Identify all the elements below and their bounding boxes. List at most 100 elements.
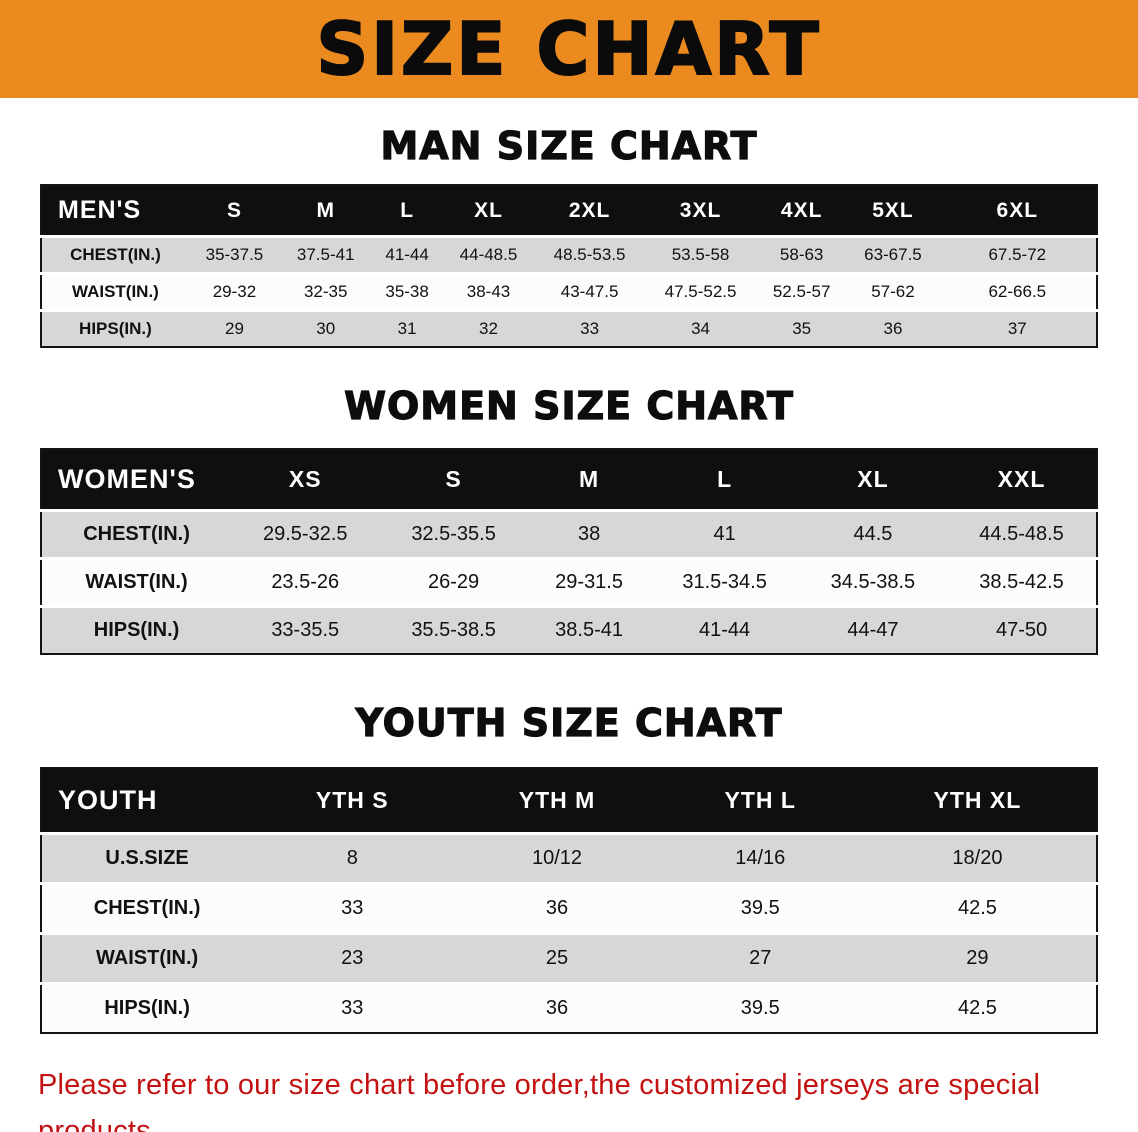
value-cell: 27 [661, 933, 859, 984]
size-column-header: 5XL [847, 185, 939, 237]
size-chart-content: MAN SIZE CHART MEN'S S M L XL 2XL 3XL 4XL 5XL 6XL… [0, 123, 1138, 1034]
row-label-cell: WAIST(IN.) [41, 558, 232, 607]
table-row: CHEST(IN.) 35-37.5 37.5-41 41-44 44-48.5 48.5… [41, 236, 1097, 274]
size-column-header: L [371, 185, 443, 237]
value-cell: 36 [847, 310, 939, 347]
table-row: WAIST(IN.) 23.5-26 26-29 29-31.5 31.5-34.5 34… [41, 558, 1097, 607]
size-column-header: 6XL [938, 185, 1097, 237]
value-cell: 37.5-41 [280, 236, 372, 274]
disclaimer: Please refer to our size chart before or… [0, 1062, 1138, 1132]
value-cell: 35.5-38.5 [379, 606, 528, 654]
value-cell: 41 [650, 510, 799, 559]
value-cell: 62-66.5 [938, 273, 1097, 311]
banner: SIZE CHART [0, 0, 1138, 98]
size-column-header: YTH XL [858, 768, 1097, 834]
size-column-header: YTH S [252, 768, 453, 834]
value-cell: 29.5-32.5 [231, 510, 380, 559]
men-section-title: MAN SIZE CHART [380, 123, 758, 168]
row-label-cell: CHEST(IN.) [41, 510, 232, 559]
value-cell: 52.5-57 [756, 273, 848, 311]
table-row: HIPS(IN.) 29 30 31 32 33 34 35 36 37 [41, 310, 1097, 347]
size-column-header: XL [442, 185, 535, 237]
table-row: CHEST(IN.) 29.5-32.5 32.5-35.5 38 41 44.5 44.5… [41, 510, 1097, 559]
value-cell: 31 [371, 310, 443, 347]
size-column-header: 2XL [534, 185, 646, 237]
value-cell: 33 [534, 310, 646, 347]
value-cell: 32.5-35.5 [379, 510, 528, 559]
size-column-header: L [650, 449, 799, 511]
section-youth: YOUTH SIZE CHART YOUTH YTH S YTH M YTH L YTH… [0, 700, 1138, 1034]
value-cell: 43-47.5 [534, 273, 646, 311]
value-cell: 33 [252, 883, 453, 934]
women-size-table: WOMEN'S XS S M L XL XXL CHEST(IN.) 29.5-32.5 32.5… [40, 448, 1098, 655]
value-cell: 44.5-48.5 [947, 510, 1097, 559]
row-label-cell: HIPS(IN.) [41, 310, 189, 347]
size-column-header: M [527, 449, 651, 511]
table-row: CHEST(IN.) 33 36 39.5 42.5 [41, 883, 1097, 934]
value-cell: 18/20 [858, 833, 1097, 884]
value-cell: 38.5-42.5 [947, 558, 1097, 607]
row-label-cell: WAIST(IN.) [41, 273, 189, 311]
size-column-header: 3XL [645, 185, 757, 237]
value-cell: 35 [756, 310, 848, 347]
value-cell: 58-63 [756, 236, 848, 274]
table-header-row: WOMEN'S XS S M L XL XXL [41, 449, 1097, 511]
value-cell: 57-62 [847, 273, 939, 311]
value-cell: 53.5-58 [645, 236, 757, 274]
row-label-cell: HIPS(IN.) [41, 606, 232, 654]
value-cell: 41-44 [371, 236, 443, 274]
value-cell: 10/12 [452, 833, 662, 884]
value-cell: 48.5-53.5 [534, 236, 646, 274]
value-cell: 67.5-72 [938, 236, 1097, 274]
value-cell: 32 [442, 310, 535, 347]
section-men: MAN SIZE CHART MEN'S S M L XL 2XL 3XL 4XL 5XL 6XL… [0, 123, 1138, 348]
value-cell: 8 [252, 833, 453, 884]
size-column-header: S [379, 449, 528, 511]
value-cell: 35-38 [371, 273, 443, 311]
table-title-cell: YOUTH [41, 768, 253, 834]
value-cell: 29 [858, 933, 1097, 984]
value-cell: 30 [280, 310, 372, 347]
value-cell: 26-29 [379, 558, 528, 607]
size-column-header: XXL [947, 449, 1097, 511]
row-label-cell: CHEST(IN.) [41, 236, 189, 274]
table-row: HIPS(IN.) 33 36 39.5 42.5 [41, 983, 1097, 1033]
value-cell: 35-37.5 [188, 236, 281, 274]
table-row: WAIST(IN.) 23 25 27 29 [41, 933, 1097, 984]
value-cell: 42.5 [858, 983, 1097, 1033]
value-cell: 38-43 [442, 273, 535, 311]
table-title-cell: WOMEN'S [41, 449, 232, 511]
value-cell: 23 [252, 933, 453, 984]
value-cell: 37 [938, 310, 1097, 347]
value-cell: 41-44 [650, 606, 799, 654]
table-header-row: YOUTH YTH S YTH M YTH L YTH XL [41, 768, 1097, 834]
value-cell: 29-32 [188, 273, 281, 311]
value-cell: 39.5 [661, 883, 859, 934]
value-cell: 47.5-52.5 [645, 273, 757, 311]
row-label-cell: CHEST(IN.) [41, 883, 253, 934]
value-cell: 34.5-38.5 [798, 558, 948, 607]
section-women: WOMEN SIZE CHART WOMEN'S XS S M L XL XXL CHEST(… [0, 383, 1138, 655]
value-cell: 47-50 [947, 606, 1097, 654]
table-row: WAIST(IN.) 29-32 32-35 35-38 38-43 43-47.5 47.… [41, 273, 1097, 311]
value-cell: 32-35 [280, 273, 372, 311]
size-column-header: YTH L [661, 768, 859, 834]
value-cell: 34 [645, 310, 757, 347]
value-cell: 63-67.5 [847, 236, 939, 274]
row-label-cell: U.S.SIZE [41, 833, 253, 884]
value-cell: 44-47 [798, 606, 948, 654]
size-column-header: XL [798, 449, 948, 511]
table-title-cell: MEN'S [41, 185, 189, 237]
value-cell: 25 [452, 933, 662, 984]
table-row: HIPS(IN.) 33-35.5 35.5-38.5 38.5-41 41-44 44-… [41, 606, 1097, 654]
value-cell: 31.5-34.5 [650, 558, 799, 607]
value-cell: 42.5 [858, 883, 1097, 934]
value-cell: 33-35.5 [231, 606, 380, 654]
women-section-title: WOMEN SIZE CHART [343, 383, 794, 428]
banner-title: SIZE CHART [315, 7, 822, 91]
size-column-header: 4XL [756, 185, 848, 237]
men-size-table: MEN'S S M L XL 2XL 3XL 4XL 5XL 6XL CHEST(IN.) 35-37… [40, 184, 1098, 348]
value-cell: 14/16 [661, 833, 859, 884]
size-column-header: YTH M [452, 768, 662, 834]
youth-section-title: YOUTH SIZE CHART [355, 700, 783, 745]
